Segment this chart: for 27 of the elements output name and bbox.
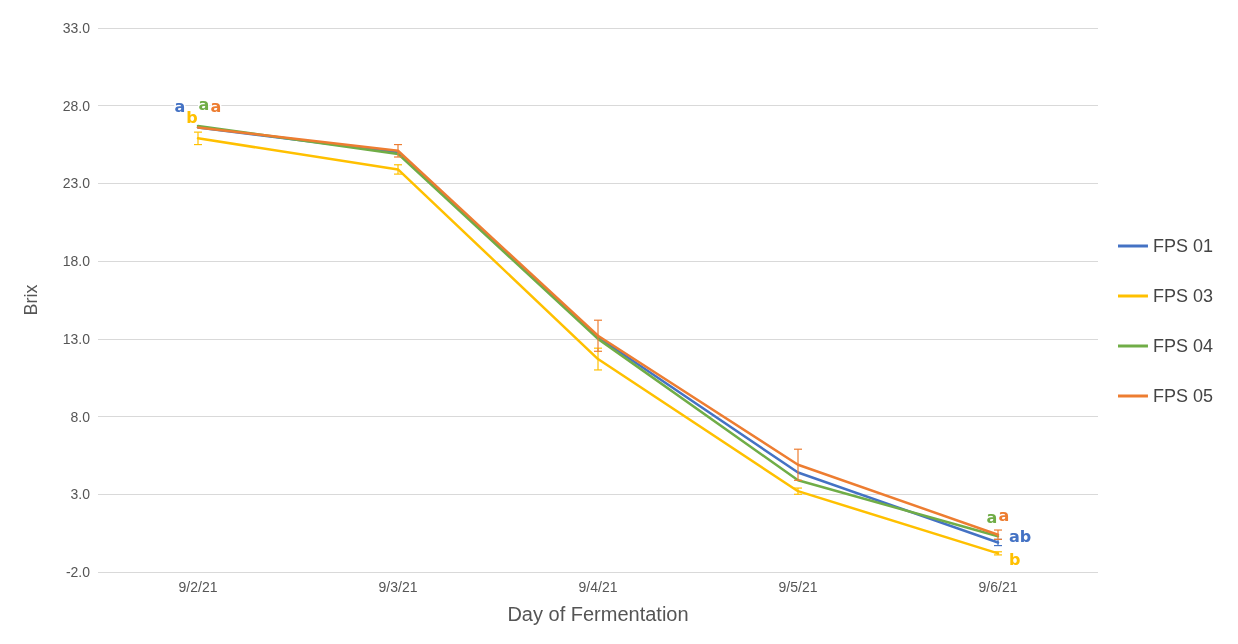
x-tick-label: 9/6/21	[978, 579, 1018, 595]
x-axis-title: Day of Fermentation	[507, 603, 689, 625]
data-label: a	[998, 506, 1010, 526]
data-label: a	[174, 96, 186, 116]
x-tick-label: 9/4/21	[578, 579, 618, 595]
legend-label: FPS 01	[1152, 236, 1213, 256]
data-label: b	[1009, 549, 1021, 569]
data-label: a	[986, 507, 998, 527]
y-tick-label: 28.0	[62, 97, 91, 114]
data-label: ab	[1009, 526, 1032, 546]
y-tick-label: 8.0	[70, 408, 91, 425]
y-tick-label: 3.0	[70, 486, 91, 503]
legend-label: FPS 05	[1152, 386, 1213, 406]
y-tick-label: 33.0	[62, 20, 91, 36]
data-label: a	[198, 95, 210, 115]
data-label: a	[210, 96, 222, 116]
y-tick-label: 18.0	[62, 253, 91, 270]
y-tick-label: -2.0	[65, 564, 91, 580]
x-tick-label: 9/2/21	[178, 579, 218, 595]
y-tick-label: 23.0	[62, 175, 91, 192]
y-tick-label: 13.0	[62, 330, 91, 347]
x-tick-label: 9/3/21	[378, 579, 418, 595]
x-tick-label: 9/5/21	[778, 579, 818, 595]
legend-label: FPS 03	[1152, 286, 1213, 306]
legend-label: FPS 04	[1152, 336, 1213, 356]
y-axis-title: Brix	[21, 284, 41, 316]
data-label: b	[186, 107, 198, 127]
